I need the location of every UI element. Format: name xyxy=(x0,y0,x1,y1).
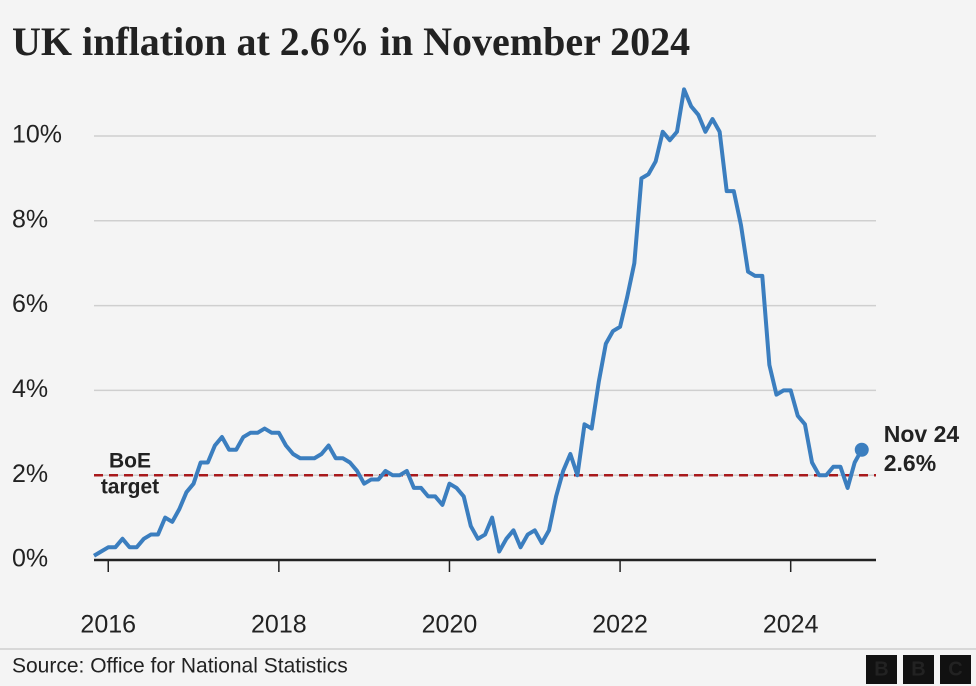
reference-label: target xyxy=(101,476,159,499)
logo-box xyxy=(903,655,934,684)
series-line xyxy=(92,87,864,558)
chart-title: UK inflation at 2.6% in November 2024 xyxy=(12,19,690,64)
end-point xyxy=(854,442,869,457)
end-label: 2.6% xyxy=(884,450,936,476)
x-tick-label: 2022 xyxy=(592,611,648,639)
source: Source: Office for National Statistics xyxy=(12,655,348,678)
logo-box xyxy=(866,655,897,684)
logo-letter: B xyxy=(911,658,925,680)
y-tick-label: 2% xyxy=(12,460,48,488)
y-tick-label: 4% xyxy=(12,375,48,403)
logo-letter: C xyxy=(948,658,962,680)
x-tick-label: 2024 xyxy=(763,611,819,639)
logo-box xyxy=(940,655,971,684)
end-label: Nov 24 xyxy=(884,421,960,447)
x-tick-label: 2016 xyxy=(80,611,136,639)
y-tick-label: 6% xyxy=(12,290,48,318)
x-tick-label: 2020 xyxy=(422,611,478,639)
logo-letter: B xyxy=(874,658,888,680)
reference-label: BoE xyxy=(109,450,151,473)
y-tick-label: 8% xyxy=(12,205,48,233)
y-tick-label: 0% xyxy=(12,545,48,573)
x-tick-label: 2018 xyxy=(251,611,307,639)
y-tick-label: 10% xyxy=(12,121,62,149)
